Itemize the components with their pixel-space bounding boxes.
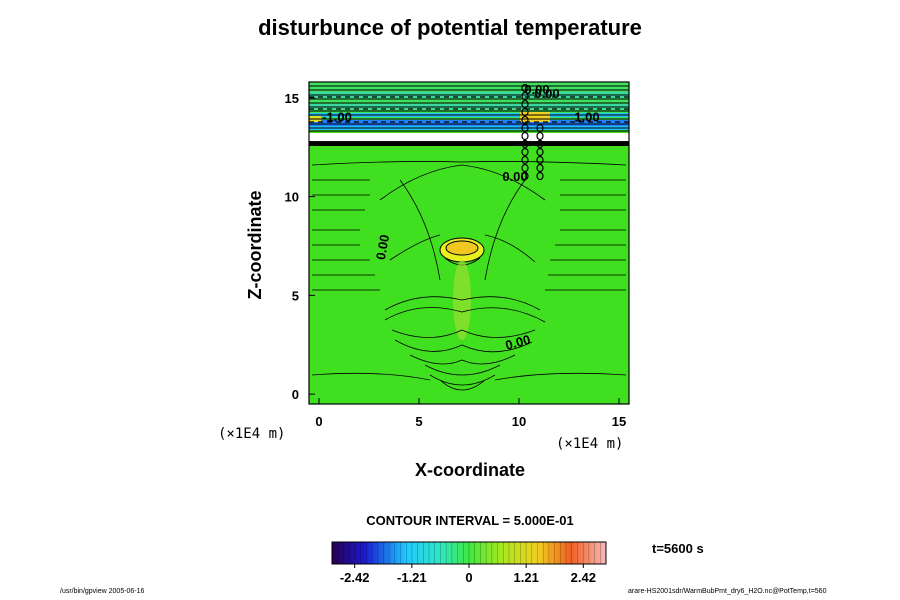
- contour-ring: [536, 139, 544, 149]
- contour-ring: [521, 131, 529, 141]
- contour-ring: [521, 99, 529, 109]
- contour-ring: [521, 115, 529, 125]
- contour-labels: 0.000.000.00-1.000.000.001.00: [322, 82, 599, 353]
- x-axis: 0 5 10 15: [315, 398, 626, 429]
- footer-left: /usr/bin/gpview 2005-06-16: [60, 588, 145, 595]
- y-axis-label: Z-coordinate: [245, 190, 265, 300]
- contour-ring: [521, 91, 529, 101]
- contour-ring: [536, 123, 544, 133]
- contour-ring: [521, 155, 529, 165]
- upper-contour-lines: [309, 85, 629, 146]
- colorbar-tick-label: 0: [465, 570, 472, 585]
- x-axis-label: X-coordinate: [414, 460, 525, 480]
- x-tick-label: 5: [415, 414, 422, 429]
- contour-label: 1.00: [574, 110, 599, 125]
- x-tick-label: 15: [612, 414, 626, 429]
- contour-ring: [521, 163, 529, 173]
- contour-ring: [521, 171, 529, 181]
- plot-frame: [308, 81, 630, 405]
- contour-ring: [521, 147, 529, 157]
- colorbar-tick-label: -2.42: [340, 570, 370, 585]
- contour-label: 0.00: [373, 233, 392, 261]
- chart-title: disturbunce of potential temperature: [258, 15, 642, 40]
- colorbar-tick-label: 1.21: [514, 570, 539, 585]
- colorbar-tick-label: 2.42: [571, 570, 596, 585]
- contour-label: 0.00: [504, 332, 532, 353]
- colorbar-ticks: -2.42 -1.21 0 1.21 2.42: [340, 564, 596, 585]
- x-tick-label: 0: [315, 414, 322, 429]
- contour-label-column: [521, 83, 544, 181]
- x-axis-unit-left: (×1E4 m): [218, 426, 286, 442]
- contour-ring: [521, 107, 529, 117]
- contour-ring: [536, 147, 544, 157]
- contour-label: 0.00: [524, 82, 549, 97]
- disturbance-contours: [311, 161, 627, 391]
- x-axis-unit-right: (×1E4 m): [556, 436, 624, 452]
- footer-right: arare-HS2001sdr/WarmBubPmt_dry6_H2O.nc@P…: [628, 588, 827, 595]
- contour-label: 0.00: [534, 86, 559, 101]
- y-tick-label: 15: [285, 91, 299, 106]
- contour-ring: [536, 163, 544, 173]
- contour-ring: [521, 123, 529, 133]
- y-axis: 0 5 10 15: [285, 91, 315, 402]
- colorbar-divisions: [337, 542, 601, 564]
- contour-label: 0.00: [502, 169, 527, 184]
- contour-interval-label: CONTOUR INTERVAL = 5.000E-01: [366, 513, 574, 528]
- y-tick-label: 0: [292, 387, 299, 402]
- colorbar-tick-label: -1.21: [397, 570, 427, 585]
- contour-ring: [521, 139, 529, 149]
- contour-ring: [521, 83, 529, 93]
- contour-label: -1.00: [322, 110, 352, 125]
- contour-ring: [536, 155, 544, 165]
- y-tick-label: 5: [292, 288, 299, 303]
- contour-ring: [536, 171, 544, 181]
- time-label: t=5600 s: [652, 541, 704, 556]
- contour-ring: [536, 131, 544, 141]
- y-tick-label: 10: [285, 190, 299, 205]
- x-tick-label: 10: [512, 414, 526, 429]
